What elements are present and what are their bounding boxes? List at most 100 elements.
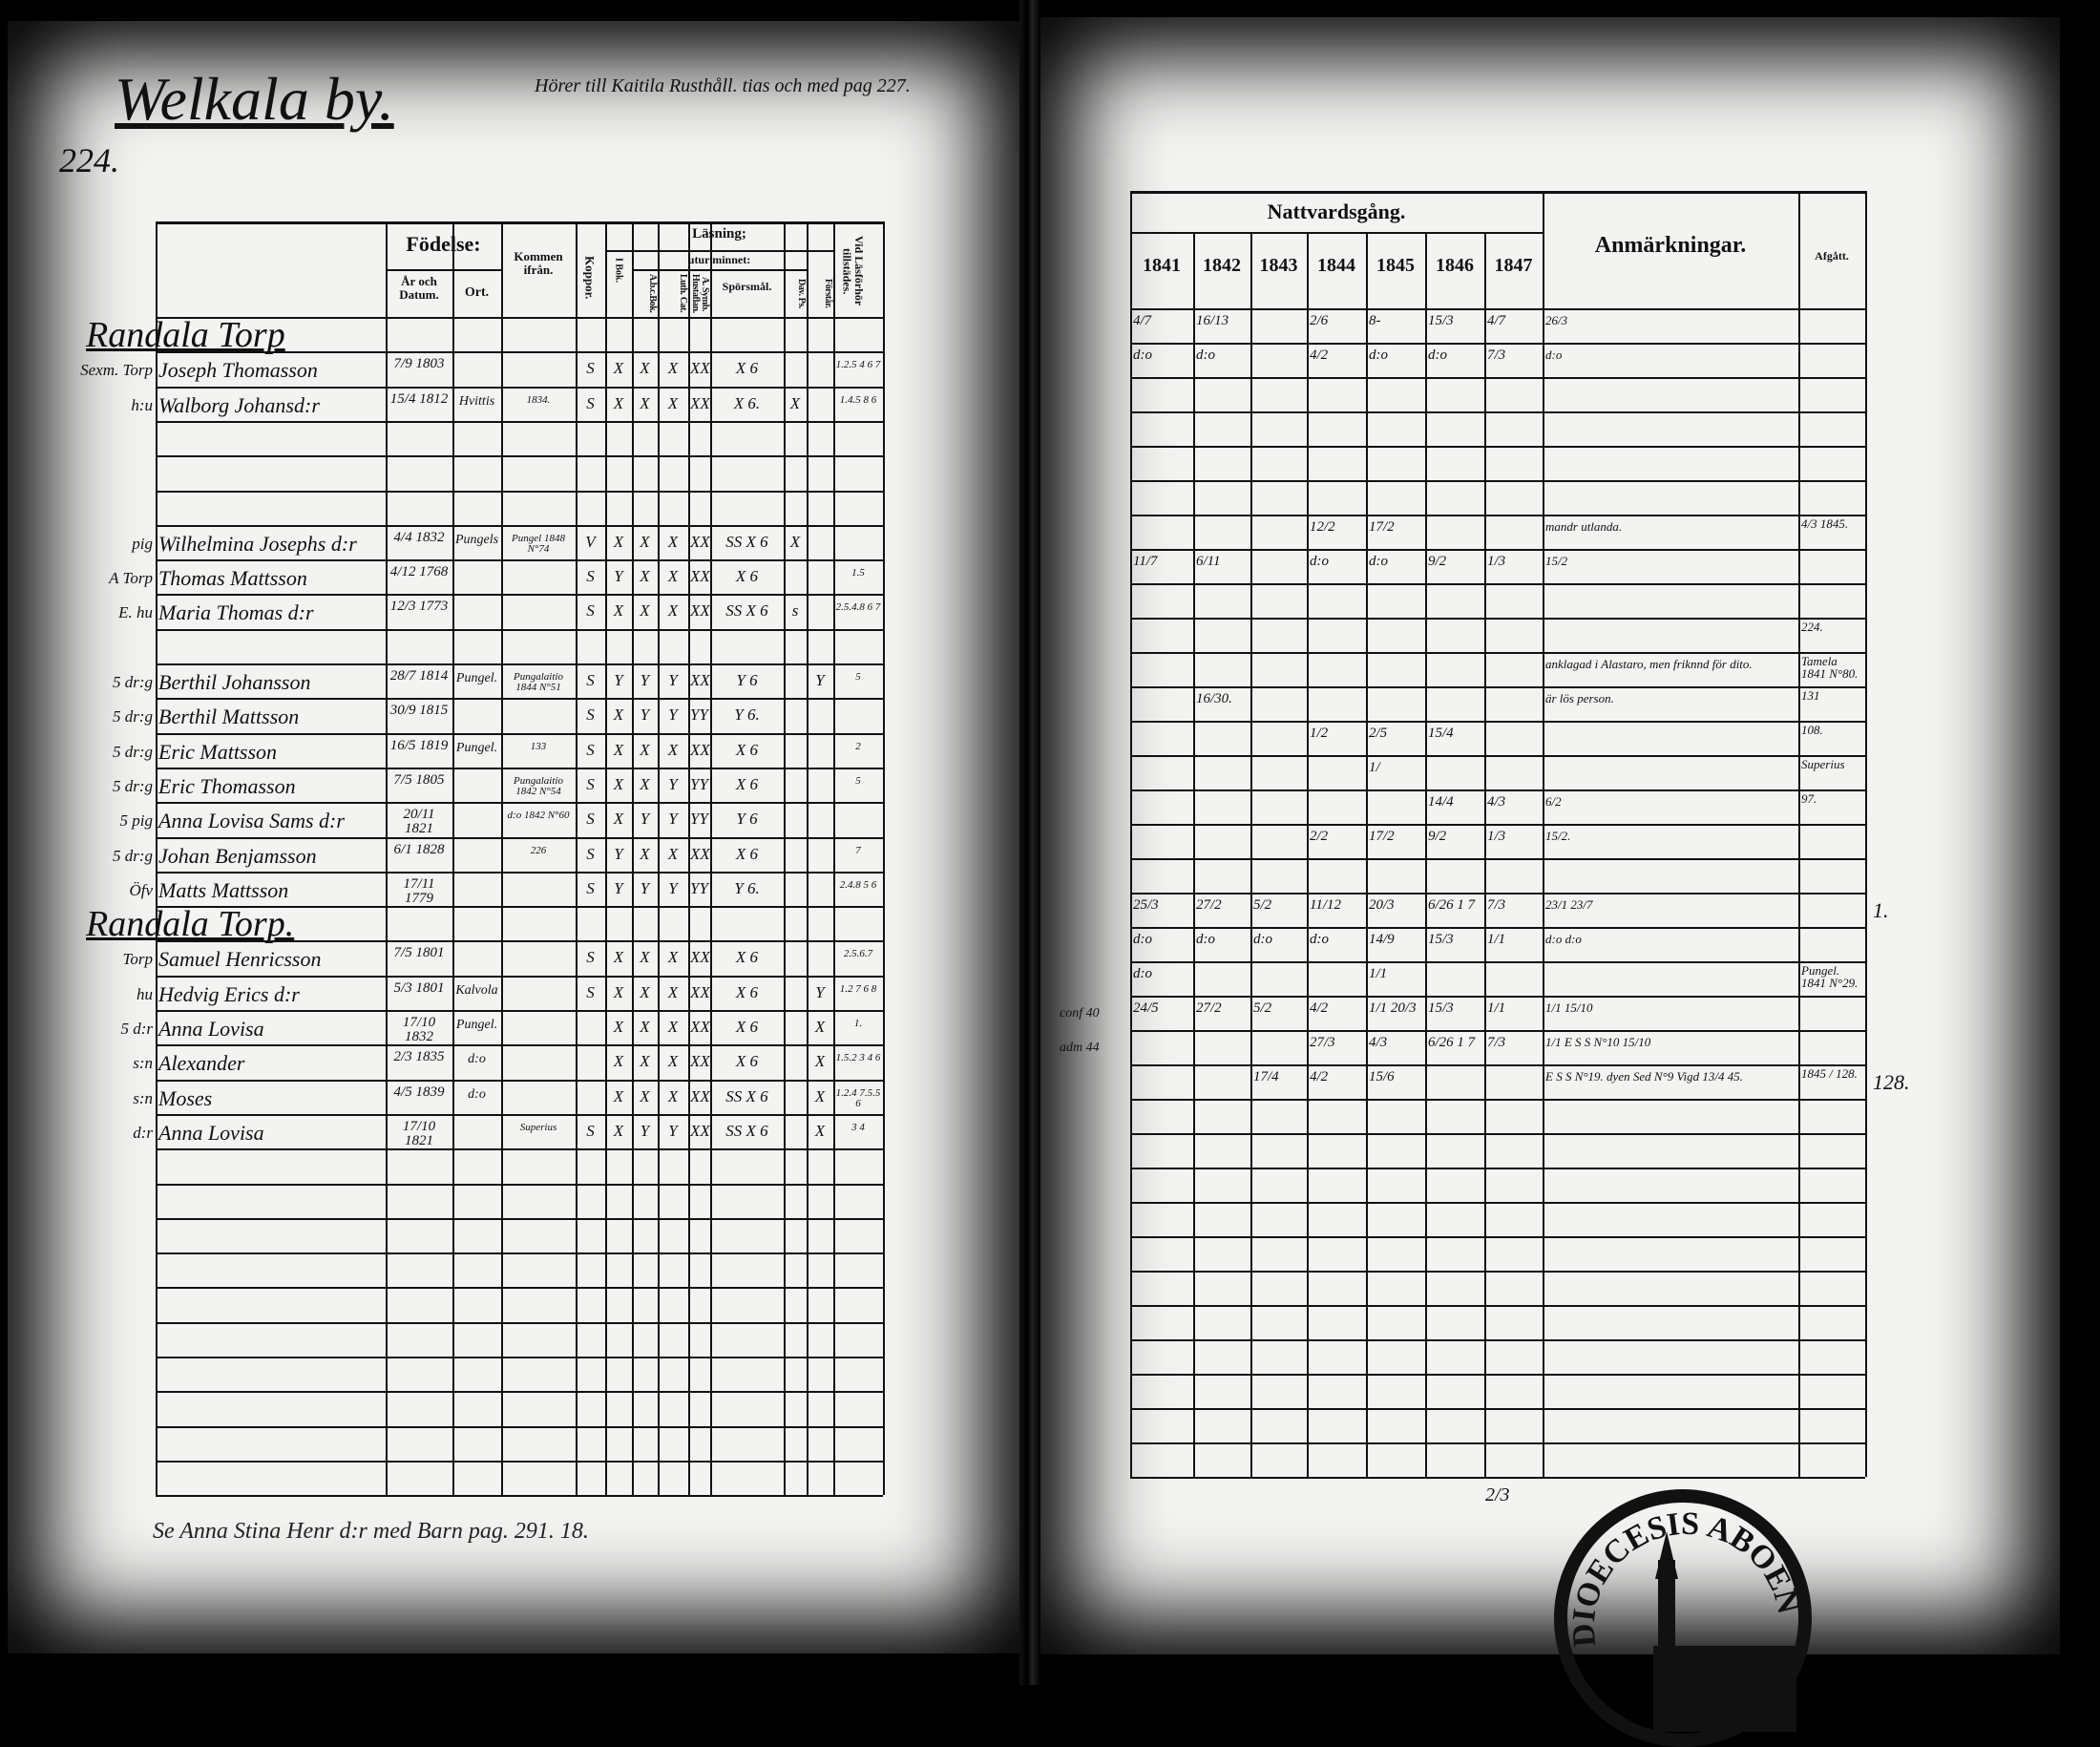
cell-anm: mandr utlanda. — [1545, 519, 1623, 534]
cell-vid: 1.2.4 7.5.5 6 — [835, 1086, 881, 1109]
column-rule — [1425, 232, 1427, 1477]
row-rule — [1130, 1477, 1865, 1479]
cell-ibok: Y — [614, 878, 623, 897]
header-afgatt: Afgått. — [1815, 249, 1849, 263]
cell-y43: 5/2 — [1253, 897, 1272, 913]
cell-luth: X — [667, 393, 679, 412]
household-role: h:u — [131, 395, 153, 414]
household-role: d:r — [133, 1123, 153, 1142]
row-rule — [1130, 480, 1865, 482]
cell-y43: 17/4 — [1253, 1069, 1279, 1084]
cell-name: Alexander — [158, 1051, 245, 1076]
cell-ibok: X — [613, 1121, 624, 1140]
cell-vid: 5 — [855, 774, 861, 787]
household-role: Sexm. Torp — [80, 361, 153, 380]
cell-symb: XX — [690, 740, 710, 759]
rule-line — [632, 269, 807, 271]
cell-vid: 7 — [855, 844, 861, 856]
cell-y47: 7/3 — [1487, 347, 1506, 363]
cell-ibok: X — [613, 601, 624, 621]
cell-symb: XX — [690, 1086, 710, 1105]
header-year: 1843 — [1259, 255, 1298, 276]
cell-anm: 15/2. — [1545, 829, 1571, 843]
column-rule — [386, 221, 388, 1496]
cell-abc: X — [640, 532, 650, 551]
cell-from: 133 — [530, 740, 547, 752]
cell-anm: d:o d:o — [1545, 932, 1582, 946]
cell-vid: 1. — [853, 1018, 863, 1029]
cell-date: 17/10 1821 — [402, 1118, 436, 1148]
cell-y45: 17/2 — [1369, 519, 1395, 535]
cell-symb: YY — [690, 810, 708, 829]
cell-y45: d:o — [1369, 554, 1388, 569]
header-a-symb: A. Symb. Hustaflan. — [690, 274, 710, 313]
cell-y46: 6/26 1 7 — [1428, 1035, 1476, 1050]
cell-y41: 4/7 — [1133, 313, 1152, 328]
row-rule — [1130, 411, 1865, 413]
cell-y47: 1/1 — [1487, 1000, 1506, 1016]
household-role: E. hu — [118, 603, 153, 622]
cell-luth: X — [667, 601, 679, 621]
cell-anm: anklagad i Alastaro, men friknnd för dit… — [1545, 657, 1753, 671]
household-role: 5 dr:g — [112, 707, 153, 726]
cell-symb: YY — [690, 705, 708, 725]
cell-luth: X — [667, 982, 679, 1001]
cell-y41: d:o — [1133, 347, 1152, 363]
row-rule — [1130, 1099, 1865, 1101]
cell-y44: 12/2 — [1310, 519, 1335, 535]
cell-y47: 1/3 — [1487, 829, 1506, 844]
cell-ibok: X — [613, 810, 624, 829]
row-rule — [156, 1321, 883, 1324]
cell-ibok: Y — [614, 844, 623, 863]
cell-anm: E S S N°19. dyen Sed N°9 Vigd 13/4 45. — [1545, 1069, 1743, 1084]
row-rule — [1130, 308, 1865, 310]
header-note: Hörer till Kaitila Rusthåll. tias och me… — [535, 75, 911, 96]
cell-spors: SS X 6 — [725, 1086, 768, 1105]
cell-symb: XX — [690, 1018, 710, 1036]
cell-abc: X — [640, 740, 650, 759]
cell-ort: Kalvola — [455, 982, 498, 998]
cell-name: Berthil Mattsson — [158, 705, 300, 729]
cell-ort: Pungel. — [455, 1018, 498, 1032]
cell-vid: 1.5.2 3 4 6 — [835, 1052, 881, 1064]
cell-symb: XX — [690, 393, 710, 412]
header-forstar: Förstår. — [823, 279, 833, 308]
cell-anm: 6/2 — [1545, 794, 1562, 809]
row-rule — [156, 1391, 883, 1394]
cell-spors: X 6 — [735, 844, 759, 863]
row-rule — [156, 663, 883, 665]
cell-spors: Y 6 — [736, 810, 758, 829]
cell-y46: d:o — [1428, 347, 1447, 363]
cell-y45: 1/ — [1369, 760, 1380, 775]
household-role: A Torp — [109, 569, 153, 588]
cell-spors: X 6 — [735, 740, 759, 759]
cell-abc: X — [640, 948, 650, 967]
header-year: 1846 — [1436, 255, 1474, 276]
cell-abc: X — [640, 774, 650, 793]
column-rule — [1484, 232, 1486, 1477]
cell-forst: X — [814, 1121, 826, 1140]
row-rule — [1130, 996, 1865, 998]
row-rule — [1130, 1202, 1865, 1204]
cell-anm: 1/1 15/10 — [1545, 1000, 1593, 1015]
row-rule — [156, 420, 883, 423]
cell-forst: Y — [815, 982, 825, 1001]
row-rule — [1130, 858, 1865, 860]
row-rule — [1130, 721, 1865, 723]
cell-ort: Pungels — [454, 532, 499, 547]
cell-y47: 7/3 — [1487, 897, 1506, 913]
cell-spors: SS X 6 — [725, 601, 768, 621]
footer-note: Se Anna Stina Henr d:r med Barn pag. 291… — [153, 1519, 589, 1544]
cell-ibok: X — [613, 359, 624, 378]
row-rule — [1130, 789, 1865, 791]
cell-date: 12/3 1773 — [389, 599, 449, 615]
cell-spors: X 6 — [735, 359, 759, 378]
cell-y46: 15/3 — [1428, 932, 1454, 947]
rule-line — [605, 250, 833, 252]
header-lasning: Läsning; — [692, 226, 746, 242]
cell-ibok: X — [613, 393, 624, 412]
cell-symb: XX — [690, 567, 710, 586]
section-heading: Randala Torp — [86, 315, 285, 355]
cell-symb: YY — [690, 774, 708, 793]
cell-symb: XX — [690, 844, 710, 863]
